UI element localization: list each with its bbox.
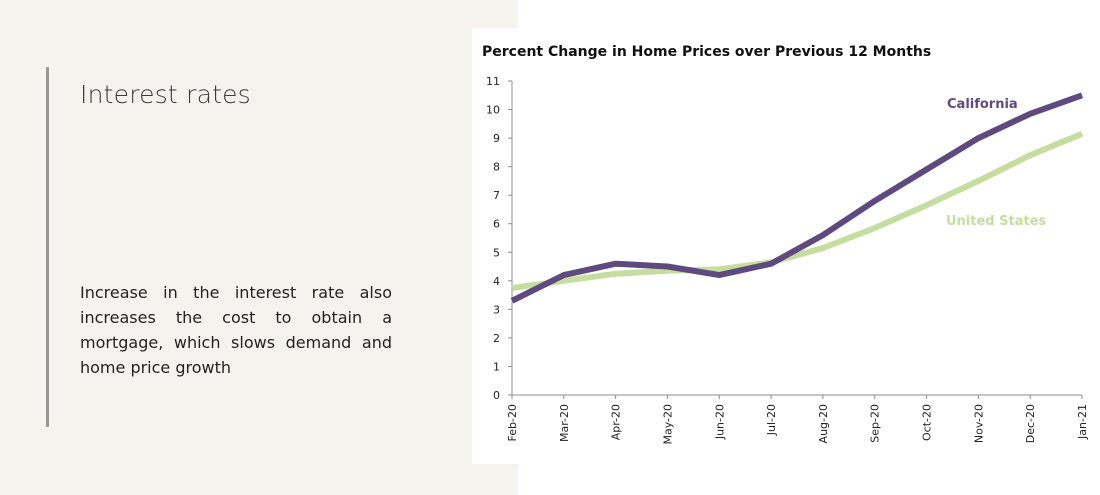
x-tick-label: Mar-20 xyxy=(558,404,571,442)
y-tick-label: 6 xyxy=(493,218,500,231)
line-chart: 0 1 2 3 4 5 6 7 8 9 10 11 Feb-20 Mar-20 Apr-20 May-20 Ju… xyxy=(486,75,1089,445)
x-tick-label: Oct-20 xyxy=(921,404,934,441)
accent-bar xyxy=(46,67,49,427)
y-tick-label: 1 xyxy=(493,360,500,373)
y-tick-label: 4 xyxy=(493,275,500,288)
chart-card: Percent Change in Home Prices over Previ… xyxy=(472,28,1100,464)
series-line-california xyxy=(510,92,1084,304)
x-tick-label: Apr-20 xyxy=(610,404,623,440)
y-tick-label: 7 xyxy=(493,189,500,202)
y-tick-label: 5 xyxy=(493,246,500,259)
x-tick-label: May-20 xyxy=(661,404,674,445)
y-tick-label: 9 xyxy=(493,132,500,145)
chart-title: Percent Change in Home Prices over Previ… xyxy=(482,44,932,60)
slide-title: Interest rates xyxy=(80,80,251,109)
series-line-united-states xyxy=(511,131,1084,291)
x-tick-label: Jun-20 xyxy=(713,404,726,440)
y-tick-label: 11 xyxy=(486,75,500,88)
x-tick-label: Sep-20 xyxy=(869,404,882,443)
y-tick-label: 8 xyxy=(493,161,500,174)
series-label-california: California xyxy=(947,97,1018,112)
y-tick-label: 0 xyxy=(493,389,500,402)
x-tick-label: Feb-20 xyxy=(506,404,519,441)
x-tick-label: Jan-21 xyxy=(1076,404,1089,440)
x-tick-label: Jul-20 xyxy=(765,404,778,436)
y-tick-label: 10 xyxy=(486,104,500,117)
y-tick-label: 3 xyxy=(493,303,500,316)
x-tick-label: Dec-20 xyxy=(1024,404,1037,443)
x-tick-label: Nov-20 xyxy=(972,404,985,443)
content-panel xyxy=(78,30,518,468)
y-tick-label: 2 xyxy=(493,332,500,345)
slide-body-text: Increase in the interest rate also incre… xyxy=(80,283,392,377)
series-label-united-states: United States xyxy=(946,214,1047,229)
x-tick-label: Aug-20 xyxy=(817,404,830,443)
